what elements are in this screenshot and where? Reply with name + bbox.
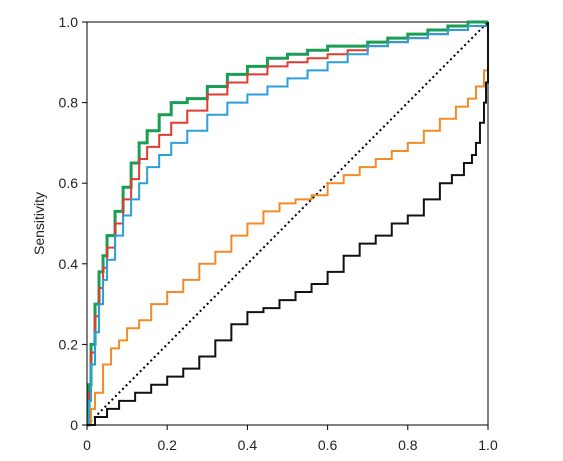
series-layer [87,20,489,427]
y-tick-label: 0.8 [59,95,79,111]
x-axis: 0 0.2 0.4 0.6 0.8 1.0 [83,425,498,453]
y-tick-label: 0 [70,417,78,433]
x-tick-label: 0.8 [398,437,418,453]
x-tick-label: 1.0 [478,437,498,453]
y-tick-label: 0.6 [59,175,79,191]
x-tick-label: 0.4 [238,437,258,453]
y-tick-label: 1.0 [59,14,79,30]
x-tick-label: 0.2 [157,437,177,453]
roc-curve-5 [87,22,489,426]
plot-area [86,21,489,426]
plot-border [86,21,489,426]
y-tick-label: 0.4 [59,256,79,272]
roc-curve-4 [87,22,489,426]
y-axis: 0 0.2 0.4 0.6 0.8 1.0 [59,14,87,433]
roc-curve-3 [87,22,489,426]
y-axis-title: Sensitivity [31,192,47,255]
x-tick-label: 0.6 [318,437,338,453]
x-tick-label: 0 [83,437,91,453]
roc-curve-1 [87,20,488,427]
y-tick-label: 0.2 [59,336,79,352]
